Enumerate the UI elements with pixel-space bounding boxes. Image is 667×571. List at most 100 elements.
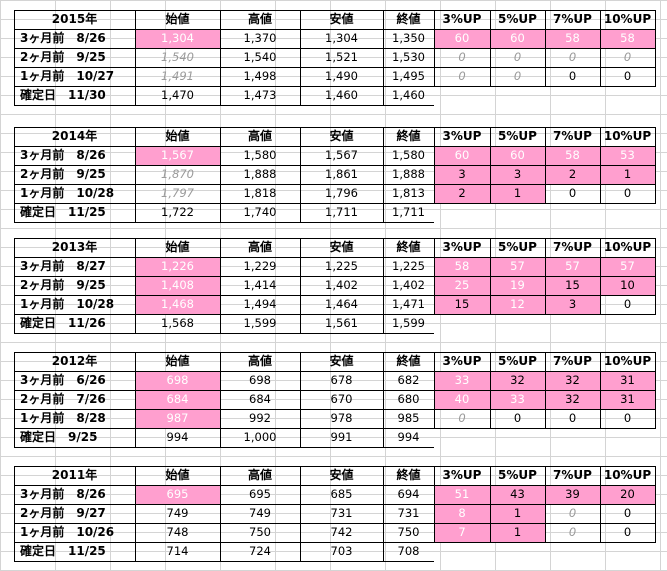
grid-line bbox=[0, 551, 667, 552]
table-border bbox=[14, 523, 655, 524]
data-cell: 991 bbox=[330, 430, 353, 444]
data-cell: 1,402 bbox=[392, 278, 425, 292]
data-cell: 1,561 bbox=[325, 316, 358, 330]
table-border bbox=[300, 466, 301, 562]
column-header: 高値 bbox=[247, 12, 272, 26]
data-cell: 1,304 bbox=[325, 31, 358, 45]
data-cell: 680 bbox=[397, 392, 420, 406]
data-cell: 1,818 bbox=[243, 186, 277, 200]
column-header: 終値 bbox=[396, 129, 421, 143]
data-cell: 1,861 bbox=[325, 167, 358, 181]
column-header: 7%UP bbox=[553, 240, 592, 254]
data-cell: 58 bbox=[434, 257, 490, 276]
row-label: 確定日 11/25 bbox=[20, 205, 106, 219]
data-cell: 0 bbox=[568, 69, 577, 83]
data-cell: 33 bbox=[490, 390, 545, 409]
column-header: 高値 bbox=[247, 354, 272, 368]
data-cell: 685 bbox=[330, 487, 353, 501]
data-cell: 1,521 bbox=[325, 50, 358, 64]
data-cell: 714 bbox=[166, 544, 189, 558]
row-label: 3ヶ月前 8/26 bbox=[20, 487, 106, 501]
row-label: 1ヶ月前 10/28 bbox=[20, 297, 115, 311]
data-cell bbox=[490, 542, 545, 561]
row-label: 1ヶ月前 10/26 bbox=[20, 525, 115, 539]
column-header: 5%UP bbox=[498, 12, 537, 26]
table-border bbox=[14, 276, 655, 277]
table-border bbox=[383, 238, 384, 334]
row-label: 確定日 11/30 bbox=[20, 88, 106, 102]
grid-line bbox=[0, 171, 667, 172]
column-header: 始値 bbox=[165, 12, 190, 26]
grid-line bbox=[0, 152, 667, 153]
grid-line bbox=[0, 399, 667, 400]
data-cell: 1,567 bbox=[135, 146, 220, 165]
table-border bbox=[14, 352, 655, 353]
data-cell: 1,460 bbox=[325, 88, 358, 102]
table-border bbox=[14, 466, 15, 562]
data-cell: 0 bbox=[458, 50, 466, 64]
table-border bbox=[14, 409, 655, 410]
grid-line bbox=[0, 19, 667, 20]
data-cell: 985 bbox=[397, 411, 420, 425]
data-cell: 1,599 bbox=[392, 316, 425, 330]
data-cell: 1,464 bbox=[325, 297, 358, 311]
data-cell: 0 bbox=[623, 69, 632, 83]
column-header: 安値 bbox=[329, 354, 354, 368]
table-border bbox=[14, 222, 434, 223]
grid-line bbox=[0, 285, 667, 286]
table-border bbox=[14, 447, 434, 448]
row-label: 2ヶ月前 9/25 bbox=[20, 278, 106, 292]
data-cell bbox=[600, 86, 655, 105]
table-border bbox=[14, 314, 655, 315]
table-border bbox=[655, 238, 656, 315]
data-cell: 8 bbox=[434, 504, 490, 523]
data-cell: 3 bbox=[490, 165, 545, 184]
table-border bbox=[135, 352, 136, 448]
data-cell: 678 bbox=[330, 373, 353, 387]
table-border bbox=[14, 146, 655, 147]
data-cell: 1,498 bbox=[243, 69, 277, 83]
data-cell: 684 bbox=[135, 390, 220, 409]
table-border bbox=[300, 352, 301, 448]
data-cell: 750 bbox=[249, 525, 271, 539]
data-cell: 39 bbox=[545, 485, 600, 504]
column-header: 5%UP bbox=[498, 240, 537, 254]
data-cell: 1,530 bbox=[392, 50, 425, 64]
table-border bbox=[14, 390, 655, 391]
column-header: 7%UP bbox=[553, 12, 592, 26]
data-cell: 1 bbox=[600, 165, 655, 184]
table-border bbox=[300, 127, 301, 223]
data-cell: 1,229 bbox=[243, 259, 277, 273]
grid-line bbox=[0, 0, 667, 1]
table-border bbox=[14, 238, 15, 334]
data-cell: 0 bbox=[513, 411, 522, 425]
data-cell: 1,225 bbox=[325, 259, 358, 273]
data-cell: 1,580 bbox=[243, 148, 277, 162]
data-cell: 749 bbox=[166, 506, 189, 520]
data-cell: 698 bbox=[249, 373, 271, 387]
data-cell bbox=[600, 542, 655, 561]
data-cell: 25 bbox=[434, 276, 490, 295]
grid-line bbox=[0, 209, 667, 210]
data-cell bbox=[434, 542, 490, 561]
grid-line bbox=[0, 456, 667, 457]
table-border bbox=[14, 86, 655, 87]
table-border bbox=[135, 238, 136, 334]
grid-line bbox=[0, 228, 667, 229]
row-label: 1ヶ月前 10/28 bbox=[20, 186, 115, 200]
data-cell: 43 bbox=[490, 485, 545, 504]
grid-line bbox=[0, 38, 667, 39]
data-cell: 987 bbox=[135, 409, 220, 428]
column-header: 始値 bbox=[165, 240, 190, 254]
data-cell: 32 bbox=[545, 390, 600, 409]
grid-line bbox=[0, 494, 667, 495]
data-cell: 992 bbox=[249, 411, 271, 425]
row-label: 1ヶ月前 8/28 bbox=[20, 411, 106, 425]
table-border bbox=[14, 105, 434, 106]
table-border bbox=[135, 10, 136, 106]
year-header: 2015年 bbox=[51, 12, 98, 26]
data-cell: 31 bbox=[600, 390, 655, 409]
data-cell: 1,567 bbox=[325, 148, 358, 162]
grid-line bbox=[0, 95, 667, 96]
column-header: 5%UP bbox=[498, 468, 537, 482]
